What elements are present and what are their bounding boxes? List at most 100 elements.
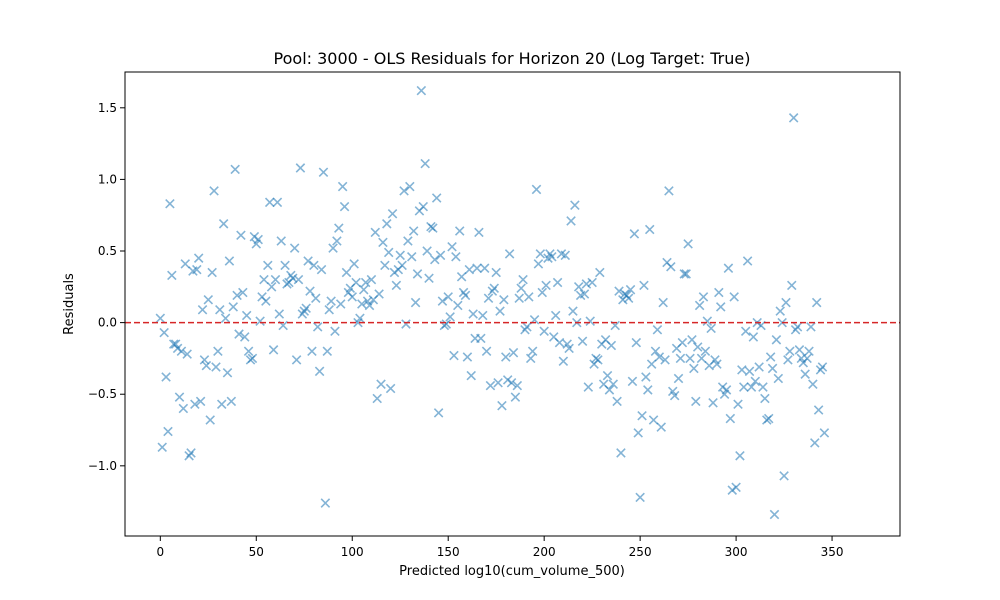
data-point xyxy=(714,287,724,298)
data-point xyxy=(658,297,668,308)
data-point xyxy=(339,201,350,212)
data-point xyxy=(533,259,544,269)
data-point xyxy=(447,241,457,252)
data-point xyxy=(691,396,701,407)
data-point xyxy=(525,353,536,364)
data-point xyxy=(479,263,490,273)
data-point xyxy=(357,299,367,309)
data-point xyxy=(712,359,722,369)
y-axis-label: Residuals xyxy=(62,273,77,335)
data-point xyxy=(399,186,409,196)
data-point xyxy=(499,294,509,305)
data-point xyxy=(174,392,185,402)
data-point xyxy=(224,256,235,266)
y-tick-label: 1.0 xyxy=(98,172,117,186)
data-point xyxy=(360,277,371,288)
data-point xyxy=(646,359,657,369)
data-point xyxy=(731,482,741,493)
data-point xyxy=(644,224,655,235)
data-point xyxy=(218,219,229,229)
data-point xyxy=(531,184,542,195)
data-point xyxy=(424,273,434,283)
data-point xyxy=(715,302,726,312)
data-point xyxy=(405,181,415,192)
data-point xyxy=(161,372,171,382)
data-point xyxy=(566,216,576,226)
data-point xyxy=(802,353,812,364)
data-point xyxy=(163,426,173,437)
data-point xyxy=(307,346,317,357)
data-point xyxy=(685,353,695,364)
plot-frame xyxy=(124,71,901,537)
data-point xyxy=(324,304,334,315)
data-point xyxy=(376,379,386,389)
data-point xyxy=(305,286,315,296)
data-point xyxy=(748,332,759,342)
scatter-points xyxy=(155,86,830,520)
data-point xyxy=(702,316,713,326)
data-point xyxy=(155,313,166,324)
x-tick-label: 300 xyxy=(725,545,748,559)
data-point xyxy=(192,264,202,275)
data-point xyxy=(456,272,467,282)
data-point xyxy=(810,438,820,448)
data-point xyxy=(518,274,528,285)
data-point xyxy=(744,366,755,377)
data-point xyxy=(462,352,473,362)
data-point xyxy=(573,282,584,292)
data-point xyxy=(165,198,175,209)
data-point xyxy=(558,356,569,367)
data-point xyxy=(593,355,603,365)
data-point xyxy=(364,300,375,311)
plot-background xyxy=(125,72,900,536)
data-point xyxy=(203,294,214,305)
data-point xyxy=(239,332,250,342)
data-point xyxy=(193,253,204,263)
data-point xyxy=(652,325,663,335)
data-point xyxy=(383,247,394,258)
data-point xyxy=(666,261,676,272)
data-point xyxy=(326,296,336,306)
data-point xyxy=(737,365,747,375)
data-point xyxy=(608,379,619,389)
data-point xyxy=(614,286,624,296)
data-point xyxy=(708,398,718,408)
data-point xyxy=(391,280,402,291)
data-point xyxy=(602,370,613,381)
data-point xyxy=(587,277,597,288)
data-point xyxy=(176,346,187,357)
data-point xyxy=(337,181,348,192)
data-point xyxy=(351,277,361,288)
data-point xyxy=(656,422,667,432)
data-point xyxy=(186,448,196,458)
data-point xyxy=(497,400,507,411)
data-point xyxy=(552,277,563,288)
data-point xyxy=(222,367,233,378)
data-point xyxy=(522,322,532,332)
data-point xyxy=(489,283,500,294)
data-point xyxy=(182,349,192,359)
data-point xyxy=(435,250,446,261)
data-point xyxy=(385,383,396,394)
data-point xyxy=(420,158,430,169)
data-point xyxy=(289,243,300,253)
data-point xyxy=(560,250,571,261)
data-point xyxy=(355,313,365,324)
data-point xyxy=(639,280,649,291)
data-point xyxy=(637,410,647,421)
data-point xyxy=(159,327,169,338)
data-point xyxy=(453,300,463,311)
data-point xyxy=(374,289,384,299)
data-point xyxy=(226,396,237,407)
y-axis: −1.0 −0.5 0.0 0.5 1.0 1.5 xyxy=(88,101,125,473)
data-point xyxy=(692,342,703,352)
x-tick-label: 150 xyxy=(437,545,460,559)
data-point xyxy=(418,201,429,212)
data-point xyxy=(211,362,221,372)
data-point xyxy=(527,346,538,357)
data-point xyxy=(215,304,225,315)
data-point xyxy=(564,343,574,354)
plot-area xyxy=(124,71,901,537)
data-point xyxy=(758,382,768,392)
data-point xyxy=(514,293,524,304)
